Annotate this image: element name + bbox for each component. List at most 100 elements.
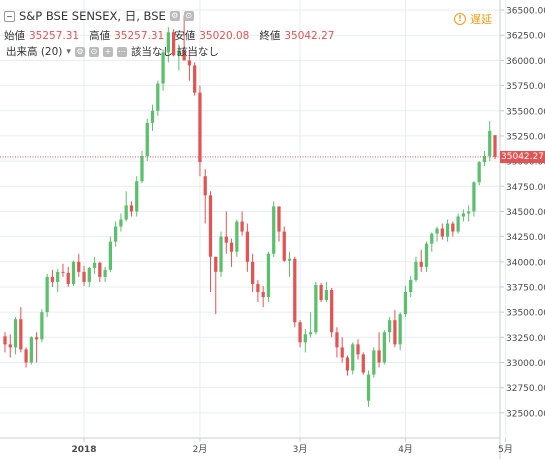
- y-tick-label: 34750.00: [506, 183, 545, 193]
- candle-body: [203, 176, 207, 196]
- x-tick-label: 4月: [398, 444, 413, 455]
- candle-body: [208, 195, 213, 257]
- candle-body: [3, 336, 7, 345]
- candle-body: [13, 319, 18, 348]
- candle-body: [345, 357, 350, 371]
- y-tick-label: 33750.00: [506, 283, 545, 293]
- volume-legend: 出来高 (20) ▾ ⚙ ⊙ + ⋯ 該当なし 該当なし: [6, 44, 219, 59]
- candle-body: [145, 122, 149, 157]
- settings-icon[interactable]: ⚙: [169, 11, 180, 21]
- candle-body: [108, 241, 113, 270]
- candle-body: [298, 322, 302, 343]
- x-axis[interactable]: 2018 2月 3月 4月 5月: [0, 437, 513, 455]
- y-tick-label: 35750.00: [506, 82, 545, 92]
- candle-body: [135, 181, 139, 212]
- delay-badge[interactable]: ! 遅延: [454, 11, 492, 27]
- candle-body: [482, 156, 487, 163]
- close-label: 終値: [259, 30, 281, 42]
- y-tick-label: 34000.00: [506, 258, 545, 268]
- candle-body: [140, 156, 144, 182]
- candle-body: [150, 110, 155, 123]
- hide-icon[interactable]: ⊙: [183, 11, 194, 21]
- candle-body: [409, 279, 413, 292]
- y-tick-label: 36250.00: [506, 32, 545, 42]
- y-tick-label: 32750.00: [506, 384, 545, 394]
- dropdown-icon[interactable]: ▾: [66, 46, 71, 57]
- candle-body: [219, 236, 223, 272]
- candle-body: [456, 216, 460, 232]
- candle-body: [98, 262, 102, 277]
- candle-body: [287, 258, 292, 261]
- candle-body: [177, 50, 181, 56]
- candle-body: [103, 269, 107, 277]
- candle-body: [114, 226, 118, 242]
- volume-label[interactable]: 出来高 (20): [6, 46, 63, 58]
- candle-body: [92, 262, 97, 268]
- more-icon[interactable]: ⋯: [116, 46, 127, 57]
- candle-body: [182, 50, 186, 61]
- candle-body: [282, 231, 286, 261]
- candle-body: [166, 32, 170, 53]
- candle-body: [34, 337, 39, 340]
- low-value: 35020.08: [199, 29, 250, 42]
- collapse-icon[interactable]: [4, 10, 15, 22]
- candle-body: [435, 228, 439, 234]
- symbol-title[interactable]: S&P BSE SENSEX, 日, BSE: [19, 9, 166, 23]
- candle-body: [261, 292, 265, 298]
- candle-body: [414, 261, 418, 280]
- candle-body: [477, 162, 481, 183]
- candle-body: [356, 344, 360, 355]
- candles: [3, 15, 497, 407]
- y-tick-label: 33000.00: [506, 359, 545, 369]
- candle-body: [198, 92, 202, 163]
- candle-body: [340, 347, 344, 358]
- y-tick-label: 33500.00: [506, 309, 545, 319]
- candle-body: [293, 258, 297, 323]
- settings-icon[interactable]: ⚙: [74, 46, 85, 57]
- candle-body: [330, 289, 334, 333]
- candle-body: [308, 332, 313, 335]
- candle-body: [467, 211, 471, 214]
- candle-body: [319, 284, 323, 301]
- candle-body: [251, 261, 255, 284]
- volume-value-1: 該当なし: [130, 46, 173, 58]
- candle-body: [445, 223, 450, 237]
- candle-body: [488, 130, 492, 157]
- open-value: 35257.31: [29, 29, 80, 42]
- candle-body: [45, 276, 49, 313]
- candle-body: [119, 219, 123, 227]
- candle-body: [24, 349, 28, 363]
- candle-body: [387, 320, 392, 333]
- candle-body: [266, 253, 271, 298]
- candle-body: [50, 276, 55, 282]
- candle-body: [8, 344, 12, 348]
- hide-icon[interactable]: ⊙: [88, 46, 99, 57]
- warning-icon: !: [454, 13, 466, 25]
- candle-body: [19, 319, 23, 350]
- candle-body: [40, 312, 44, 340]
- candle-body: [214, 256, 218, 272]
- candle-body: [245, 231, 249, 262]
- candle-body: [77, 261, 81, 272]
- candle-body: [472, 182, 476, 212]
- candle-body: [461, 213, 466, 217]
- candle-body: [129, 205, 134, 212]
- candle-body: [171, 32, 176, 56]
- y-axis[interactable]: 32500.00 32750.00 33000.00 33250.00 33500.00…: [499, 0, 545, 459]
- candle-body: [277, 206, 281, 232]
- candle-body: [124, 205, 128, 220]
- delay-label: 遅延: [470, 13, 492, 26]
- y-tick-label: 36000.00: [506, 57, 545, 67]
- add-icon[interactable]: +: [102, 46, 113, 57]
- x-tick-label: 2月: [193, 444, 208, 455]
- last-price-tag: 35042.27: [500, 150, 545, 163]
- x-tick-label: 3月: [293, 444, 308, 455]
- candle-body: [393, 320, 397, 345]
- grid-lines: [0, 0, 507, 438]
- close-value: 35042.27: [284, 29, 335, 42]
- candle-body: [335, 332, 339, 348]
- candle-body: [61, 271, 65, 273]
- candle-body: [351, 344, 355, 371]
- candle-body: [71, 261, 76, 284]
